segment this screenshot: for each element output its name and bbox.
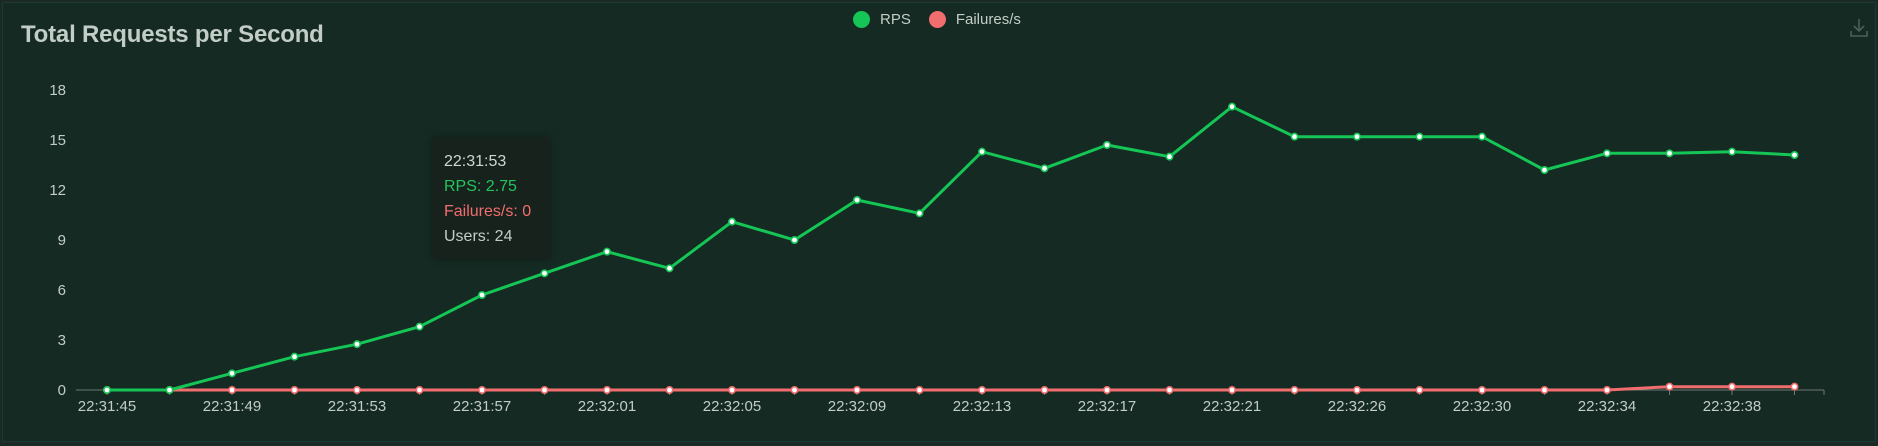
data-point-rps[interactable] xyxy=(1791,152,1797,158)
data-point-failures[interactable] xyxy=(1416,387,1422,393)
data-point-failures[interactable] xyxy=(416,387,422,393)
data-point-failures[interactable] xyxy=(1604,387,1610,393)
data-point-rps[interactable] xyxy=(979,148,985,154)
data-point-rps[interactable] xyxy=(916,210,922,216)
y-tick-label: 9 xyxy=(58,232,66,249)
tooltip-rps: RPS: 2.75 xyxy=(444,174,538,199)
data-point-failures[interactable] xyxy=(979,387,985,393)
data-point-rps[interactable] xyxy=(604,248,610,254)
data-point-failures[interactable] xyxy=(1791,383,1797,389)
data-point-failures[interactable] xyxy=(541,387,547,393)
data-point-rps[interactable] xyxy=(1354,133,1360,139)
x-tick-label: 22:32:13 xyxy=(953,398,1011,415)
x-tick-label: 22:31:53 xyxy=(328,398,386,415)
data-point-failures[interactable] xyxy=(729,387,735,393)
x-tick-label: 22:32:01 xyxy=(578,398,636,415)
data-point-rps[interactable] xyxy=(229,370,235,376)
data-point-failures[interactable] xyxy=(229,387,235,393)
x-tick-label: 22:31:57 xyxy=(453,398,511,415)
data-point-failures[interactable] xyxy=(1666,383,1672,389)
data-point-failures[interactable] xyxy=(1041,387,1047,393)
x-tick-label: 22:32:05 xyxy=(703,398,761,415)
data-point-failures[interactable] xyxy=(604,387,610,393)
data-point-rps[interactable] xyxy=(354,341,360,347)
x-axis: 22:31:45 22:31:49 22:31:53 22:31:57 22:32:01… xyxy=(76,390,1824,415)
data-point-rps[interactable] xyxy=(541,270,547,276)
x-tick-label: 22:32:38 xyxy=(1703,398,1761,415)
data-point-rps[interactable] xyxy=(104,387,110,393)
x-tick-label: 22:32:21 xyxy=(1203,398,1261,415)
data-point-failures[interactable] xyxy=(854,387,860,393)
x-tick-label: 22:32:09 xyxy=(828,398,886,415)
data-point-rps[interactable] xyxy=(1541,167,1547,173)
series-line-rps xyxy=(107,107,1795,390)
x-tick-label: 22:32:30 xyxy=(1453,398,1511,415)
data-point-rps[interactable] xyxy=(1729,148,1735,154)
x-tick-label: 22:31:45 xyxy=(78,398,136,415)
data-point-rps[interactable] xyxy=(854,197,860,203)
data-point-rps[interactable] xyxy=(791,237,797,243)
data-point-failures[interactable] xyxy=(1354,387,1360,393)
data-point-rps[interactable] xyxy=(1104,142,1110,148)
data-point-rps[interactable] xyxy=(416,323,422,329)
data-point-rps[interactable] xyxy=(1291,133,1297,139)
y-tick-label: 12 xyxy=(49,182,66,199)
data-point-rps[interactable] xyxy=(479,292,485,298)
y-tick-label: 6 xyxy=(58,282,66,299)
series-layer xyxy=(104,103,1798,393)
data-point-failures[interactable] xyxy=(291,387,297,393)
data-point-failures[interactable] xyxy=(1166,387,1172,393)
data-point-failures[interactable] xyxy=(1229,387,1235,393)
y-tick-label: 3 xyxy=(58,332,66,349)
data-point-rps[interactable] xyxy=(1041,165,1047,171)
data-point-failures[interactable] xyxy=(1291,387,1297,393)
tooltip-time: 22:31:53 xyxy=(444,149,538,174)
y-tick-label: 15 xyxy=(49,132,66,149)
x-tick-label: 22:32:26 xyxy=(1328,398,1386,415)
data-point-rps[interactable] xyxy=(1416,133,1422,139)
data-point-rps[interactable] xyxy=(1604,150,1610,156)
y-axis: 0 3 6 9 12 15 18 xyxy=(49,82,66,399)
data-point-rps[interactable] xyxy=(729,218,735,224)
data-point-failures[interactable] xyxy=(479,387,485,393)
tooltip-failures: Failures/s: 0 xyxy=(444,199,538,224)
y-tick-label: 0 xyxy=(58,382,66,399)
tooltip-users: Users: 24 xyxy=(444,224,538,249)
data-point-failures[interactable] xyxy=(1729,383,1735,389)
data-point-rps[interactable] xyxy=(1666,150,1672,156)
data-point-rps[interactable] xyxy=(291,353,297,359)
data-point-rps[interactable] xyxy=(1479,133,1485,139)
data-point-failures[interactable] xyxy=(666,387,672,393)
data-point-rps[interactable] xyxy=(1229,103,1235,109)
data-point-failures[interactable] xyxy=(354,387,360,393)
x-tick-label: 22:31:49 xyxy=(203,398,261,415)
chart-tooltip: 22:31:53 RPS: 2.75 Failures/s: 0 Users: … xyxy=(432,137,550,259)
data-point-failures[interactable] xyxy=(1479,387,1485,393)
data-point-failures[interactable] xyxy=(1104,387,1110,393)
data-point-failures[interactable] xyxy=(916,387,922,393)
data-point-rps[interactable] xyxy=(1166,153,1172,159)
data-point-failures[interactable] xyxy=(791,387,797,393)
x-tick-label: 22:32:34 xyxy=(1578,398,1636,415)
data-point-rps[interactable] xyxy=(166,387,172,393)
x-tick-label: 22:32:17 xyxy=(1078,398,1136,415)
data-point-failures[interactable] xyxy=(1541,387,1547,393)
data-point-rps[interactable] xyxy=(666,265,672,271)
y-tick-label: 18 xyxy=(49,82,66,99)
